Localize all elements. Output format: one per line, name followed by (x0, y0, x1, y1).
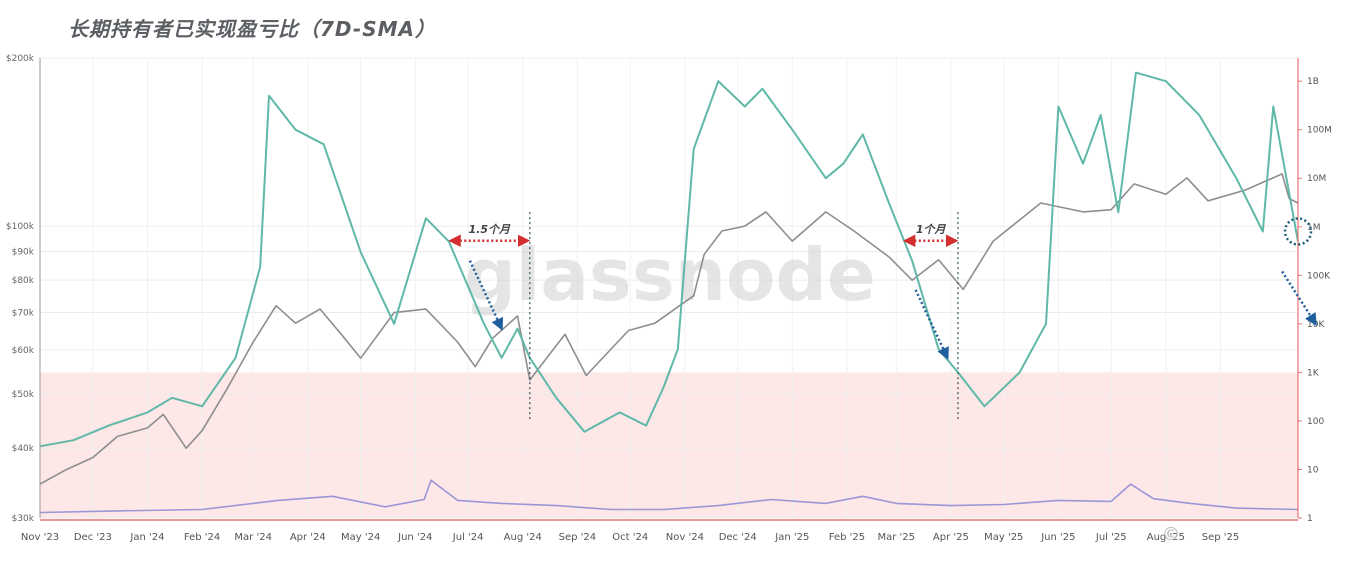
x-tick-label: May '24 (341, 532, 380, 543)
trend-arrow (1281, 270, 1317, 326)
x-tick-label: Nov '24 (666, 532, 704, 543)
chart-title: 长期持有者已实现盈亏比（7D-SMA） (68, 17, 436, 41)
y-left-tick-label: $40k (12, 444, 35, 454)
y-right-tick-label: 1K (1307, 368, 1320, 378)
y-right-tick-label: 10 (1307, 465, 1319, 475)
y-left-tick-label: $200k (6, 54, 35, 64)
copyright-mark: © (1162, 524, 1180, 545)
series-line-2 (39, 71, 1299, 448)
trend-arrow (914, 289, 949, 361)
x-tick-label: Jul '24 (452, 532, 484, 543)
x-tick-label: May '25 (984, 532, 1023, 543)
duration-label: 1个月 (916, 223, 947, 236)
y-left-tick-label: $90k (12, 248, 35, 258)
y-right-tick-label: 100K (1307, 271, 1331, 281)
x-tick-label: Jul '25 (1095, 532, 1127, 543)
y-right-tick-label: 100 (1307, 417, 1324, 427)
y-left-tick-label: $50k (12, 390, 35, 400)
x-tick-label: Apr '24 (290, 532, 326, 543)
x-tick-label: Jan '24 (129, 532, 164, 543)
x-tick-label: Sep '25 (1202, 532, 1240, 543)
x-tick-label: Sep '24 (559, 532, 597, 543)
x-tick-label: Mar '24 (234, 532, 272, 543)
y-right-tick-label: 10K (1307, 320, 1325, 330)
x-tick-label: Mar '25 (878, 532, 916, 543)
highlight-circle (1283, 217, 1313, 246)
y-left-tick-label: $70k (12, 309, 35, 319)
x-tick-label: Feb '25 (829, 532, 865, 543)
y-left-tick-label: $100k (6, 222, 35, 232)
x-tick-label: Apr '25 (933, 532, 969, 543)
x-tick-label: Nov '23 (21, 532, 59, 543)
y-left-tick-label: $80k (12, 276, 35, 286)
annotation-layer: 1.5个月 1个月 (448, 212, 1317, 421)
x-tick-label: Feb '24 (184, 532, 220, 543)
x-tick-label: Dec '24 (719, 532, 757, 543)
series-line-1 (39, 173, 1299, 485)
duration-label: 1.5个月 (469, 223, 511, 236)
watermark-text: glassnode (464, 233, 876, 317)
x-tick-label: Dec '23 (74, 532, 112, 543)
x-tick-label: Aug '25 (1147, 532, 1185, 543)
y-left-tick-label: $60k (12, 346, 35, 356)
trend-arrow (468, 260, 504, 331)
loss-band-layer (40, 372, 1298, 518)
series-layer (39, 71, 1299, 514)
x-tick-label: Jun '25 (1040, 532, 1075, 543)
y-right-tick-label: 1B (1307, 77, 1319, 87)
x-tick-label: Jan '25 (774, 532, 809, 543)
axes-layer: $200k $100k $90k $80k $70k $60k $50k $40k $30k 1B… (6, 54, 1332, 543)
loss-band (40, 372, 1298, 518)
x-tick-label: Jun '24 (397, 532, 432, 543)
x-tick-label: Oct '24 (612, 532, 648, 543)
y-right-tick-label: 10M (1307, 174, 1326, 184)
y-right-tick-label: 1M (1307, 223, 1321, 233)
y-left-tick-label: $30k (12, 514, 35, 524)
x-tick-label: Aug '24 (504, 532, 542, 543)
y-right-tick-label: 1 (1307, 514, 1313, 524)
y-right-tick-label: 100M (1307, 126, 1332, 136)
series-line-3 (39, 479, 1299, 514)
